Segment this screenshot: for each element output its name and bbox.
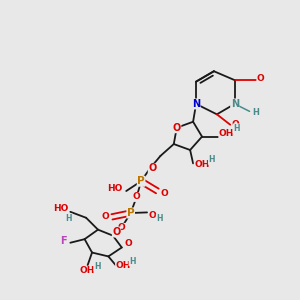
Text: HO: HO	[53, 204, 68, 213]
Text: OH: OH	[116, 261, 131, 270]
Text: H: H	[233, 124, 239, 133]
Text: OH: OH	[80, 266, 95, 275]
Text: H: H	[156, 214, 163, 224]
Text: O: O	[172, 123, 181, 133]
Text: O: O	[148, 211, 156, 220]
Text: P: P	[137, 176, 145, 186]
Text: O: O	[124, 238, 132, 247]
Text: OH: OH	[219, 129, 234, 138]
Text: H: H	[208, 155, 215, 164]
Text: H: H	[66, 214, 72, 223]
Text: F: F	[61, 236, 67, 246]
Text: O: O	[118, 224, 126, 232]
Text: O: O	[112, 227, 121, 237]
Text: N: N	[231, 99, 239, 109]
Text: H: H	[129, 257, 135, 266]
Text: O: O	[148, 164, 157, 173]
Text: H: H	[252, 108, 259, 117]
Text: O: O	[232, 120, 239, 129]
Text: O: O	[101, 212, 109, 221]
Text: N: N	[192, 99, 200, 109]
Text: OH: OH	[194, 160, 210, 169]
Text: O: O	[257, 74, 265, 83]
Text: O: O	[160, 189, 168, 198]
Text: O: O	[133, 193, 140, 202]
Text: P: P	[127, 208, 134, 218]
Text: H: H	[94, 262, 100, 271]
Text: HO: HO	[107, 184, 123, 193]
